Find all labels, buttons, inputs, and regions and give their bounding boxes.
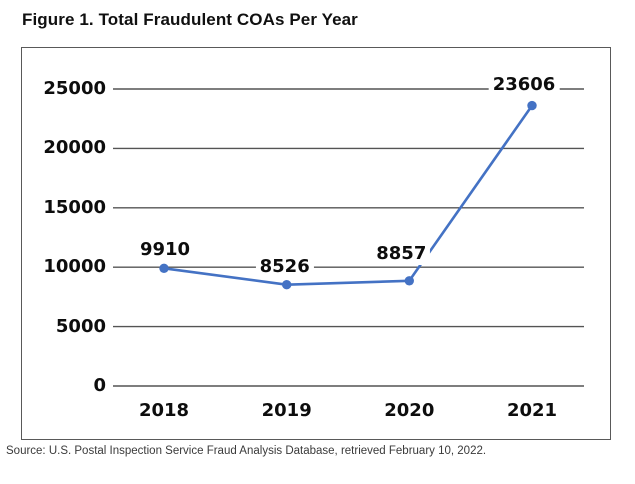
source-note: Source: U.S. Postal Inspection Service F… xyxy=(6,445,487,457)
data-label: 8857 xyxy=(372,243,431,266)
x-tick-label: 2020 xyxy=(384,400,435,421)
data-point-2019 xyxy=(282,280,292,290)
y-tick-label: 20000 xyxy=(43,137,106,159)
data-label: 8526 xyxy=(255,256,314,279)
x-tick-label: 2018 xyxy=(138,400,190,421)
data-point-2021 xyxy=(527,100,537,111)
y-tick-label: 0 xyxy=(93,375,106,396)
data-label: 23606 xyxy=(488,74,560,97)
y-tick-label: 10000 xyxy=(43,256,106,278)
data-label: 9910 xyxy=(135,238,195,261)
chart-frame: 0 5000 10000 15000 20000 25000 2018 2019 2020 202… xyxy=(21,47,611,440)
x-tick-label: 2021 xyxy=(506,400,558,421)
y-tick-label: 5000 xyxy=(55,315,106,337)
line-chart xyxy=(113,88,584,387)
trend-line xyxy=(162,104,534,286)
data-point-2018 xyxy=(159,263,169,273)
figure-title: Figure 1. Total Fraudulent COAs Per Year xyxy=(22,10,358,29)
y-tick-label: 25000 xyxy=(43,78,106,99)
y-tick-label: 15000 xyxy=(43,196,106,218)
x-tick-label: 2019 xyxy=(261,400,312,421)
data-point-2020 xyxy=(404,276,414,286)
